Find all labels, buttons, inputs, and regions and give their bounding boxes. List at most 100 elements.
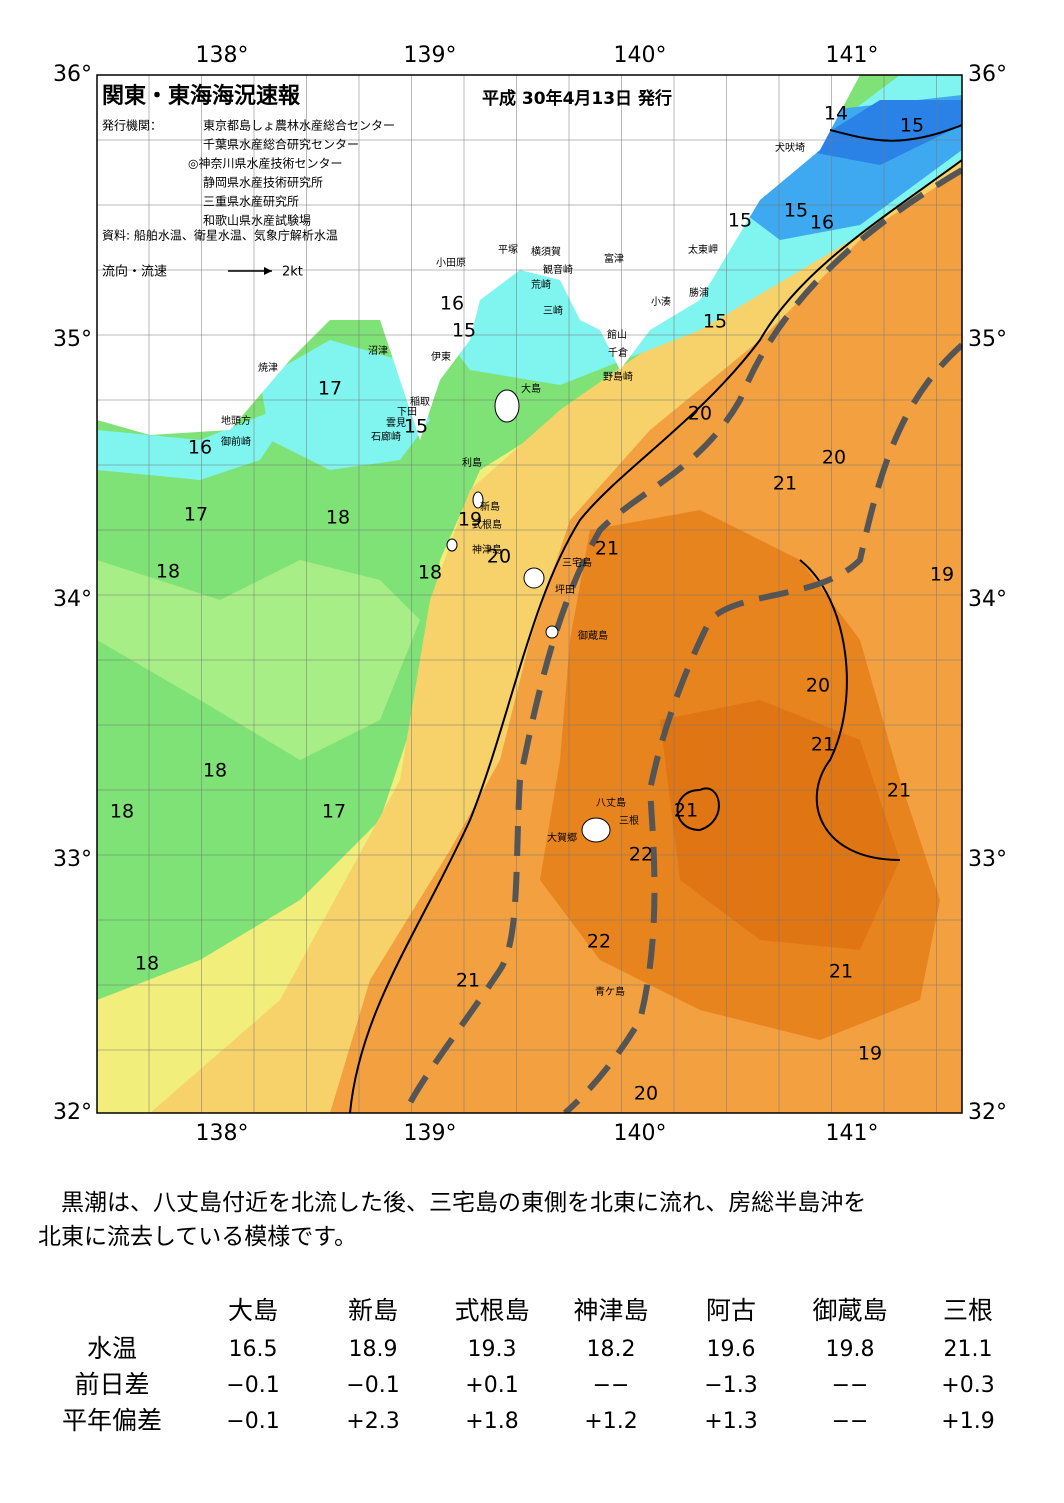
isotherm-label: 17 (184, 504, 208, 526)
isotherm-label: 15 (452, 320, 476, 342)
place-label: 平塚 (498, 244, 518, 256)
lon-label: 138° (196, 43, 249, 68)
cell: −− (832, 1373, 869, 1398)
isotherm-label: 20 (688, 403, 712, 425)
column-header: 式根島 (454, 1296, 529, 1325)
place-label: 式根島 (472, 518, 502, 531)
place-label: 神津島 (472, 543, 502, 556)
lon-label: 139° (404, 1121, 457, 1146)
issuer: 三重県水産研究所 (203, 194, 299, 209)
place-label: 石廊崎 (371, 430, 401, 443)
place-label: 御蔵島 (578, 629, 608, 642)
lat-label: 36° (53, 62, 92, 87)
isotherm-label: 15 (703, 311, 727, 333)
place-label: 雲見 (386, 417, 406, 429)
issuer: 東京都島しょ農林水産総合センター (203, 118, 395, 133)
isotherm-label: 21 (829, 961, 853, 983)
isotherm-label: 22 (629, 844, 653, 866)
lon-label: 138° (196, 1121, 249, 1146)
isotherm-label: 21 (674, 800, 698, 822)
column-header: 三根 (943, 1296, 993, 1325)
issuer: 和歌山県水産試験場 (203, 213, 311, 228)
column-header: 神津島 (573, 1296, 648, 1325)
lat-label: 33° (968, 847, 1007, 872)
isotherm-label: 17 (322, 801, 346, 823)
lat-label: 32° (53, 1100, 92, 1125)
place-label: 小湊 (651, 295, 671, 308)
isotherm-label: 18 (156, 561, 180, 583)
isotherm-label: 20 (822, 447, 846, 469)
cell: 19.8 (826, 1337, 875, 1362)
place-label: 野島崎 (603, 370, 633, 383)
place-label: 坪田 (555, 583, 575, 596)
isotherm-label: 18 (418, 562, 442, 584)
column-header: 御蔵島 (812, 1296, 887, 1325)
cell: −− (832, 1409, 869, 1434)
place-label: 沼津 (368, 344, 388, 357)
lat-label: 35° (968, 327, 1007, 352)
lat-label: 32° (968, 1100, 1007, 1125)
cell: 18.2 (587, 1337, 636, 1362)
place-label: 横須賀 (531, 245, 561, 258)
cell: −− (593, 1373, 630, 1398)
paragraph: 黒潮は、八丈島付近を北流した後、三宅島の東側を北東に流れ、房総半島沖を 北東に流去… (38, 1186, 866, 1254)
issuer: 千葉県水産総合研究センター (203, 137, 359, 152)
isotherm-label: 15 (784, 200, 808, 222)
cell: −1.3 (704, 1373, 757, 1398)
cell: −0.1 (226, 1409, 279, 1434)
isotherm-label: 15 (900, 115, 924, 137)
isotherm-label: 22 (587, 931, 611, 953)
place-label: 御前崎 (221, 435, 251, 448)
cell: +2.3 (346, 1409, 399, 1434)
place-label: 三宅島 (562, 556, 592, 569)
legend: 流向・流速 (102, 264, 167, 280)
isotherm-label: 21 (456, 970, 480, 992)
isotherm-label: 21 (811, 734, 835, 756)
paragraph-line: 黒潮は、八丈島付近を北流した後、三宅島の東側を北東に流れ、房総半島沖を (38, 1190, 867, 1216)
cell: +1.3 (704, 1409, 757, 1434)
isotherm-label: 19 (458, 509, 482, 531)
place-label: 大島 (521, 382, 541, 395)
row-label: 平年偏差 (62, 1406, 162, 1435)
column-header: 阿古 (706, 1296, 756, 1325)
place-label: 観音崎 (543, 263, 573, 276)
isotherm-label: 16 (810, 212, 834, 234)
cell: −0.1 (346, 1373, 399, 1398)
isotherm-label: 16 (188, 437, 212, 459)
isotherm-label: 14 (824, 103, 848, 125)
place-label: 荒崎 (531, 278, 551, 291)
place-label: 館山 (607, 328, 627, 341)
cell: 21.1 (944, 1337, 993, 1362)
lat-label: 36° (968, 62, 1007, 87)
place-label: 青ケ島 (595, 985, 625, 998)
place-label: 三根 (619, 814, 639, 827)
map-frame (96, 74, 963, 1114)
cell: 19.6 (707, 1337, 756, 1362)
lon-label: 140° (614, 1121, 667, 1146)
cell: +0.3 (941, 1373, 994, 1398)
lat-label: 35° (53, 327, 92, 352)
isotherm-label: 18 (110, 801, 134, 823)
sea-temperature (97, 75, 962, 1113)
lat-label: 33° (53, 847, 92, 872)
cell: +0.1 (465, 1373, 518, 1398)
place-label: 下田 (397, 407, 417, 418)
isotherm-label: 19 (930, 564, 954, 586)
place-label: 新島 (480, 500, 500, 513)
cell: 19.3 (468, 1337, 517, 1362)
place-label: 勝浦 (689, 286, 709, 299)
place-label: 千倉 (608, 346, 628, 359)
legend-scale: 2kt (282, 265, 303, 280)
isotherm-label: 20 (634, 1083, 658, 1105)
isotherm-label: 21 (773, 473, 797, 495)
isotherm-label: 20 (487, 546, 511, 568)
place-label: 犬吠埼 (775, 141, 805, 154)
lat-label: 34° (53, 587, 92, 612)
column-header: 大島 (228, 1296, 278, 1325)
paragraph-line: 北東に流去している模様です。 (38, 1224, 358, 1250)
lat-label: 34° (968, 587, 1007, 612)
isotherm-label: 15 (728, 210, 752, 232)
